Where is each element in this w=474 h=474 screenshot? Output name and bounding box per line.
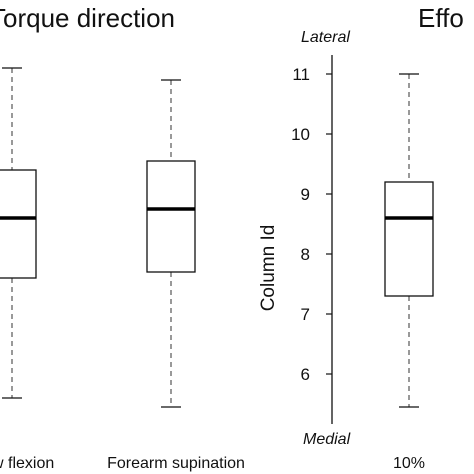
y-tick-label: 8: [301, 245, 310, 264]
iqr-box: [146, 160, 196, 273]
iqr-box: [384, 181, 434, 297]
box-plots: [0, 67, 434, 408]
category-label-10-percent: 10%: [393, 455, 425, 472]
right-chart-title: Effo: [418, 3, 464, 33]
y-tick-label: 10: [291, 125, 310, 144]
y-tick-label: 7: [301, 305, 310, 324]
y-tick-label: 11: [292, 65, 310, 84]
box-forearm-supination: [146, 79, 196, 408]
medial-annotation: Medial: [303, 431, 351, 448]
left-chart-title: Torque direction: [0, 3, 175, 33]
y-tick-label: 6: [301, 365, 310, 384]
y-tick-label: 9: [301, 185, 310, 204]
box-10-: [384, 73, 434, 408]
category-label-forearm-supination: Forearm supination: [107, 455, 245, 472]
category-label-elbow-flexion: w flexion: [0, 455, 54, 472]
iqr-box: [0, 169, 37, 279]
box-elbow-flexion: [0, 67, 37, 399]
lateral-annotation: Lateral: [301, 29, 350, 46]
right-y-axis-label: Column Id: [258, 225, 279, 312]
right-y-ticks: 6 7 8 9 10 11: [291, 65, 332, 384]
